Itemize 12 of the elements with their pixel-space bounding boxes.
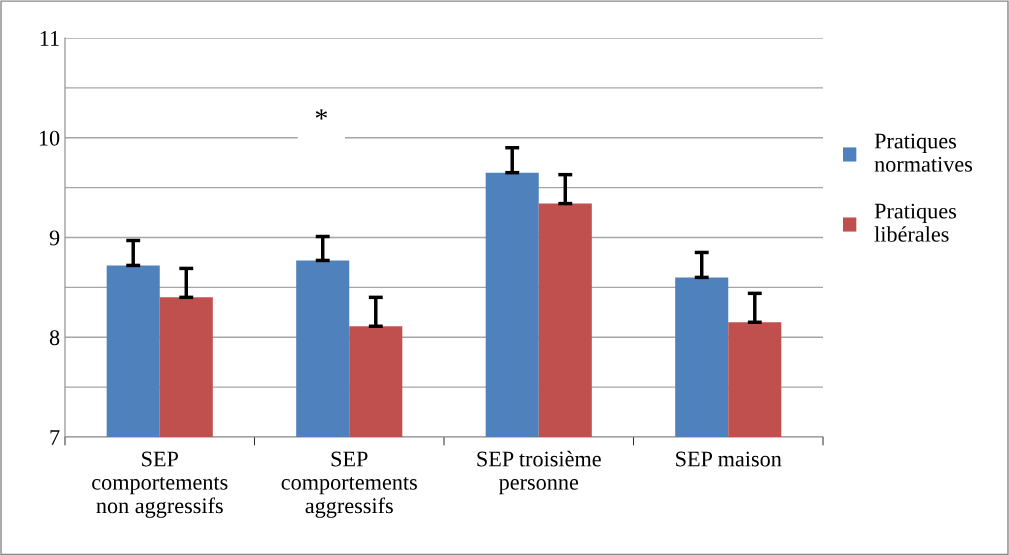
legend-label: Pratiques libérales bbox=[874, 203, 957, 242]
x-tick-label: SEP comportements non aggressifs bbox=[92, 451, 228, 518]
legend-label: Pratiques normatives bbox=[874, 133, 973, 172]
y-tick-label: 9 bbox=[49, 230, 60, 246]
y-tick-label: 8 bbox=[49, 330, 60, 346]
y-tick-label: 7 bbox=[50, 430, 60, 445]
x-tick-label: SEP maison bbox=[676, 451, 782, 467]
x-tick-label: SEP troisième personne bbox=[477, 450, 601, 495]
x-tick-label: SEP comportements aggressifs bbox=[281, 451, 417, 518]
y-tick-label: 10 bbox=[39, 130, 60, 146]
y-tick-label: 11 bbox=[40, 31, 59, 46]
annotation: * bbox=[315, 109, 328, 120]
